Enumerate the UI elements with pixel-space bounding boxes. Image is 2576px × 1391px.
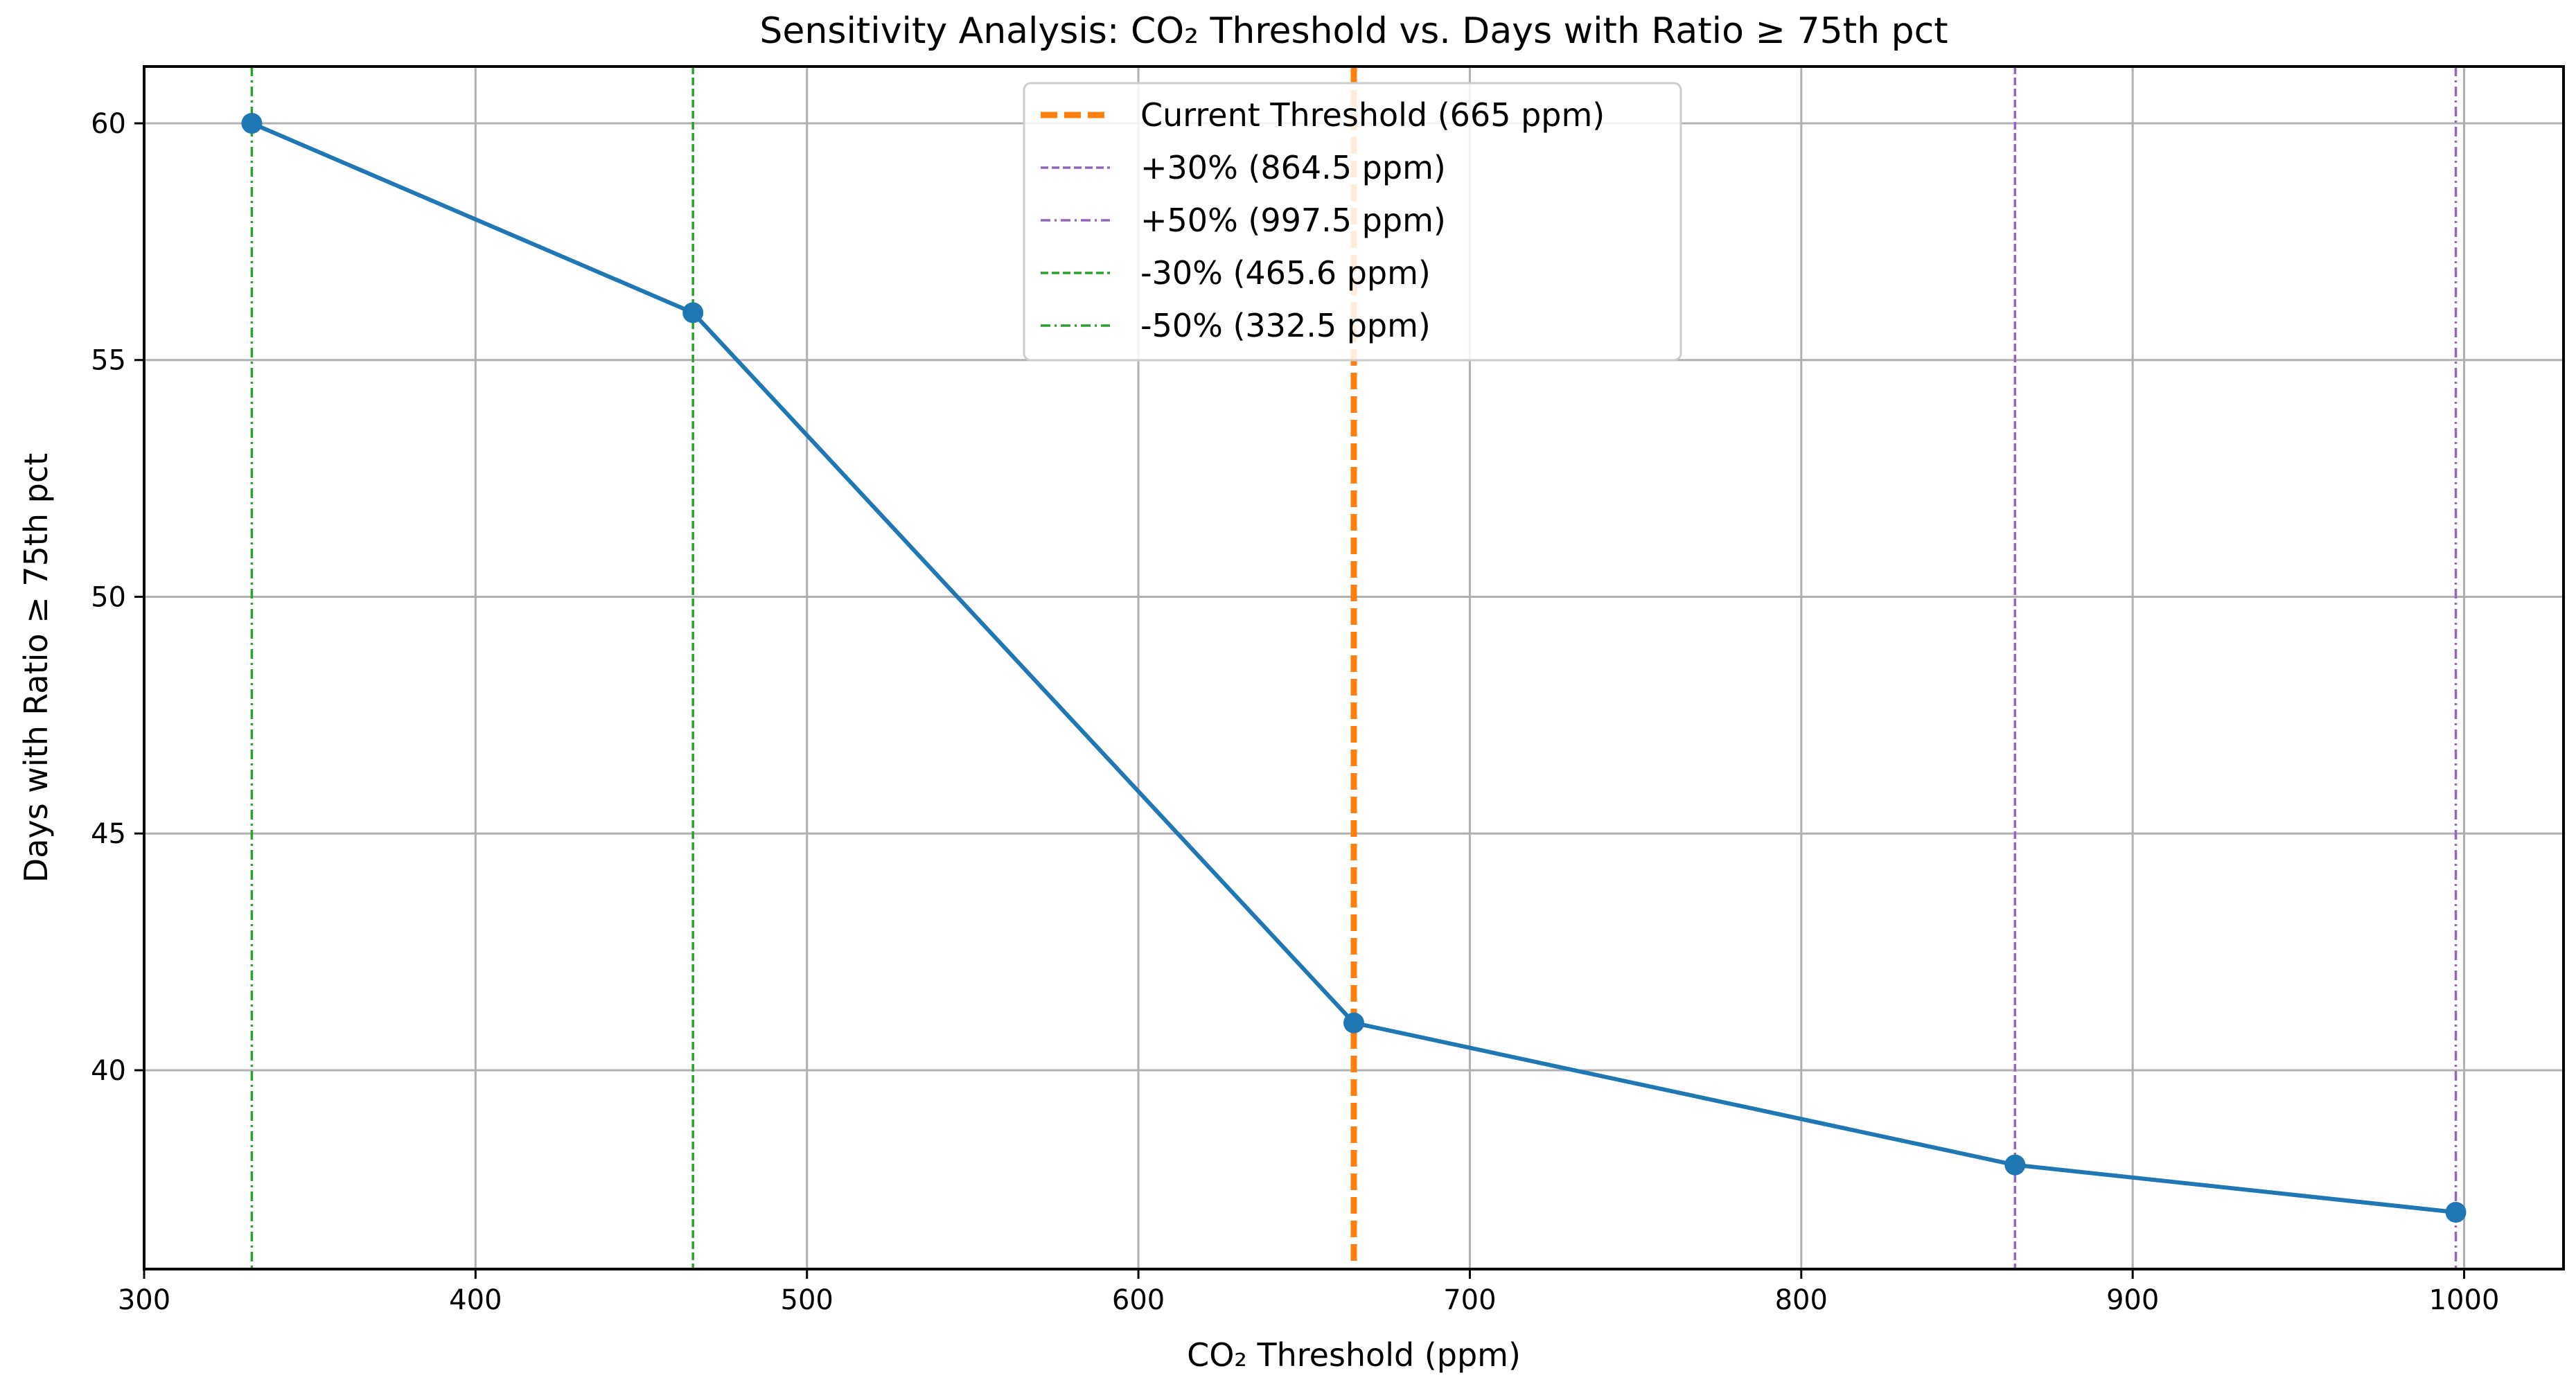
x-axis-ticks: 300 400 500 600 700 800 900 1000 [118, 1269, 2500, 1316]
legend-box [1023, 82, 1682, 362]
y-tick-label: 45 [91, 818, 126, 850]
x-tick-label: 400 [449, 1284, 502, 1316]
x-tick-label: 900 [2106, 1284, 2159, 1316]
legend-label: Current Threshold (665 ppm) [1140, 96, 1605, 134]
series [241, 113, 2467, 1223]
data-point [1343, 1012, 1364, 1034]
x-tick-label: 700 [1443, 1284, 1496, 1316]
legend-label: +50% (997.5 ppm) [1140, 202, 1446, 239]
y-tick-label: 50 [91, 581, 126, 613]
chart-title: Sensitivity Analysis: CO₂ Threshold vs. … [759, 10, 1948, 52]
data-point [2445, 1201, 2467, 1223]
data-point [241, 113, 263, 134]
y-tick-label: 60 [91, 108, 126, 140]
legend-label: +30% (864.5 ppm) [1140, 149, 1446, 186]
x-tick-label: 300 [118, 1284, 170, 1316]
x-tick-label: 1000 [2429, 1284, 2500, 1316]
y-axis-ticks: 40 45 50 55 60 [91, 108, 144, 1087]
legend-label: -50% (332.5 ppm) [1140, 307, 1431, 344]
x-tick-label: 600 [1112, 1284, 1165, 1316]
x-tick-label: 800 [1775, 1284, 1828, 1316]
legend-label: -30% (465.6 ppm) [1140, 254, 1431, 292]
x-tick-label: 500 [781, 1284, 833, 1316]
legend: Current Threshold (665 ppm) +30% (864.5 p… [1023, 82, 1682, 362]
plot-frame [143, 65, 2565, 1270]
data-point [682, 302, 704, 324]
x-axis-label: CO₂ Threshold (ppm) [1187, 1336, 1521, 1374]
y-tick-label: 40 [91, 1055, 126, 1087]
data-point [2004, 1154, 2026, 1176]
y-axis-label: Days with Ratio ≥ 75th pct [17, 453, 55, 883]
y-tick-label: 55 [91, 345, 126, 377]
